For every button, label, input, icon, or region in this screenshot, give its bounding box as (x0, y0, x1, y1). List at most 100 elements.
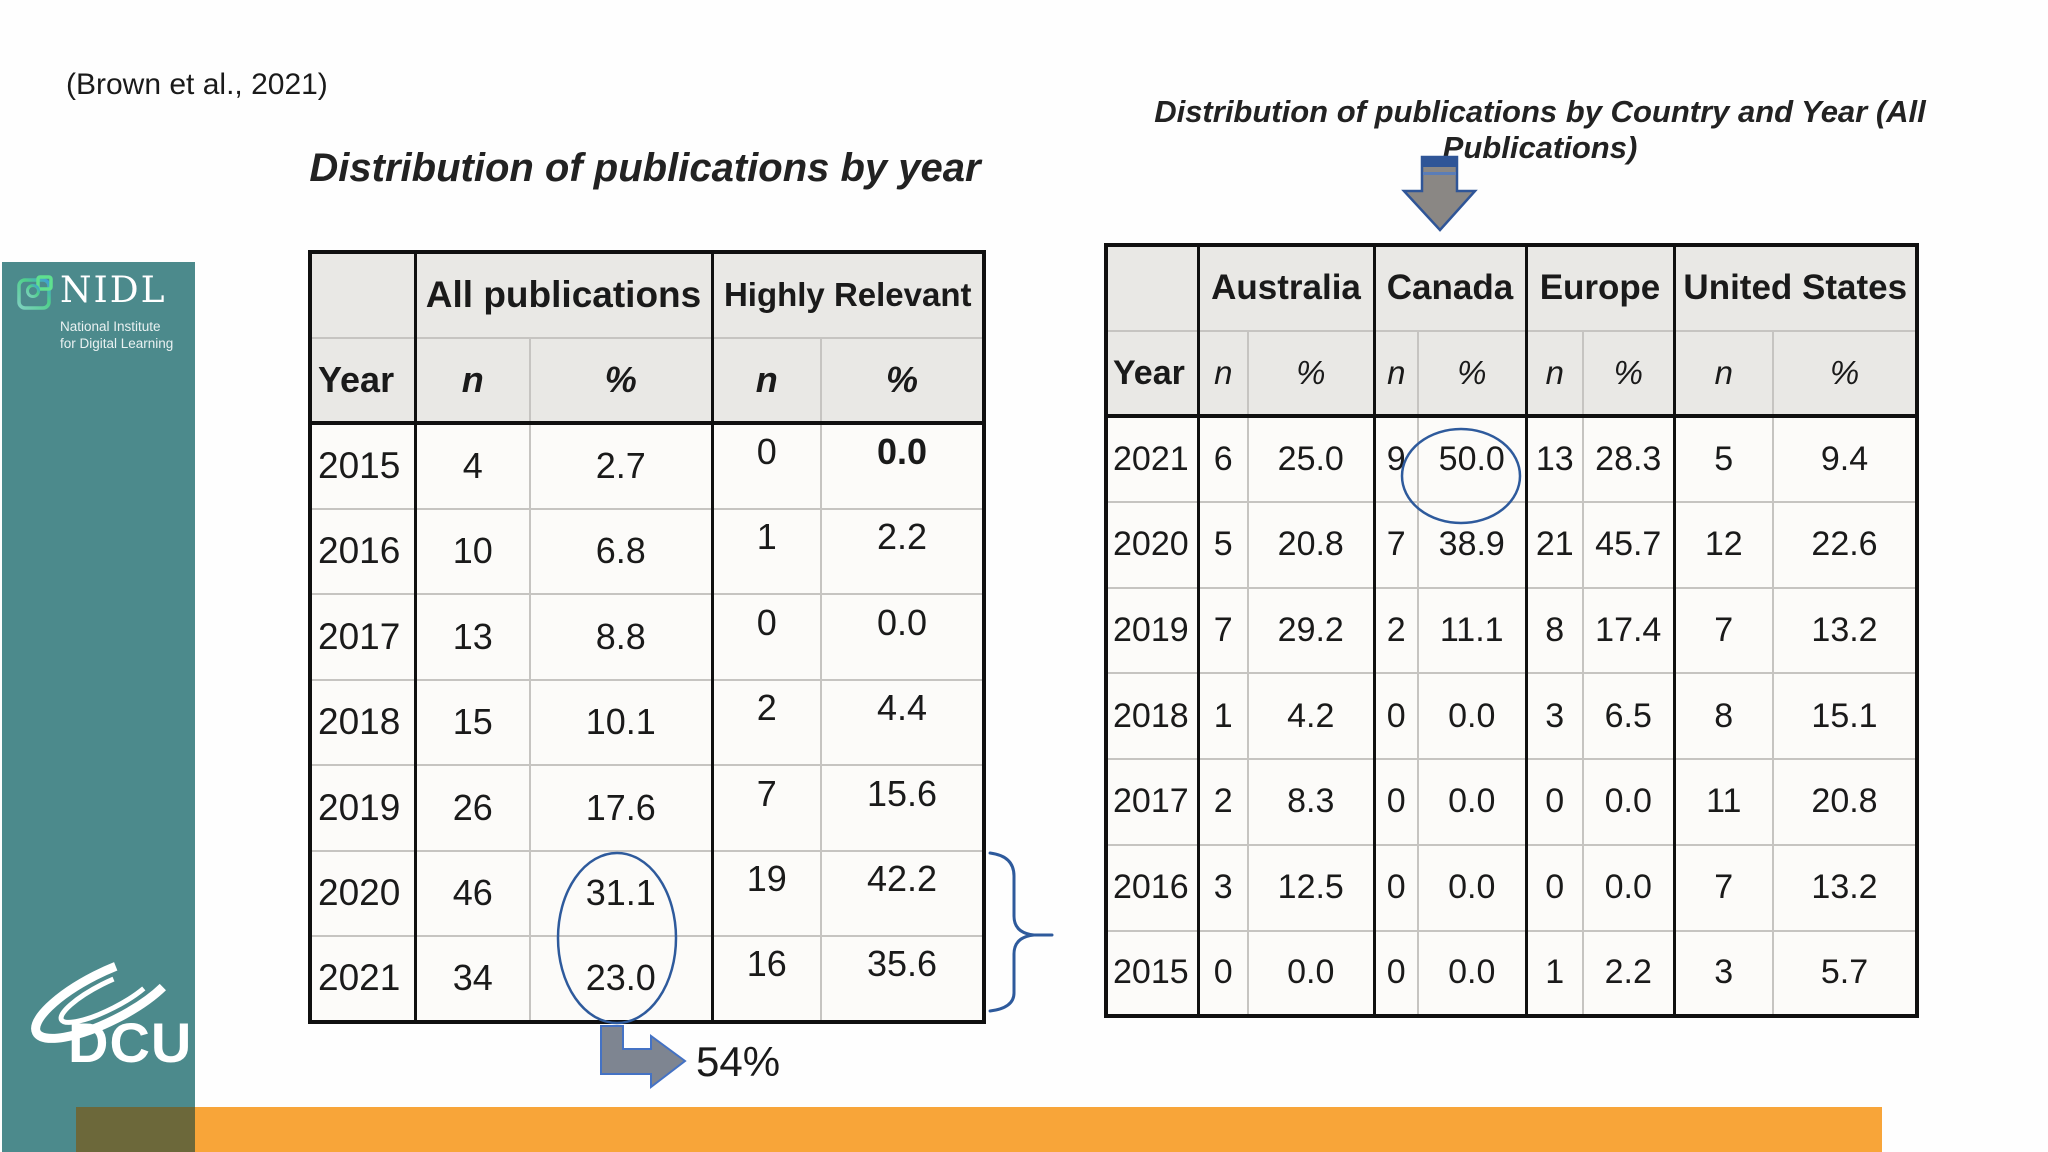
value-cell: 8.8 (530, 594, 714, 680)
group-header: Highly Relevant (712, 252, 984, 338)
value-cell: 5.7 (1773, 930, 1917, 1017)
down-arrow-icon (1401, 155, 1478, 232)
value-cell: 15 (415, 679, 531, 765)
table-row: 2016 3 12.5 0 0.0 0 0.0 7 13.2 (1106, 844, 1917, 931)
left-table-title: Distribution of publications by year (309, 146, 981, 190)
value-cell: 0.0 (1418, 930, 1528, 1017)
value-cell: 35.6 (821, 936, 984, 1022)
year-cell: 2016 (310, 508, 417, 594)
citation: (Brown et al., 2021) (66, 68, 328, 101)
value-cell: 3 (1198, 844, 1249, 931)
year-cell: 2020 (310, 850, 417, 936)
value-cell: 0.0 (821, 423, 984, 509)
column-header: n (1674, 330, 1774, 417)
value-cell: 21 (1526, 502, 1584, 588)
bottom-accent-bar (195, 1107, 1882, 1152)
right-table: Australia Canada Europe United States Year n%… (1104, 243, 1919, 1019)
value-cell: 7 (1674, 587, 1774, 674)
value-cell: 0 (1526, 844, 1584, 931)
value-cell: 42.2 (821, 850, 984, 936)
value-cell: 50.0 (1418, 416, 1528, 503)
group-header: Australia (1198, 245, 1376, 331)
year-cell: 2015 (310, 423, 417, 509)
value-cell: 4 (415, 423, 531, 509)
table-row: 2017 2 8.3 0 0.0 0 0.0 11 20.8 (1106, 759, 1917, 845)
table-row: 2019 7 29.2 2 11.1 8 17.4 7 13.2 (1106, 587, 1917, 674)
value-cell: 31.1 (530, 850, 714, 936)
year-cell: 2018 (1106, 673, 1200, 760)
value-cell: 0.0 (821, 594, 984, 680)
value-cell: 2 (1374, 587, 1419, 674)
column-header: % (1248, 330, 1376, 417)
column-header: n (1526, 330, 1584, 417)
value-cell: 20.8 (1248, 502, 1376, 588)
table-row: 2015 4 2.7 0 0.0 (310, 423, 984, 509)
value-cell: 15.1 (1773, 673, 1917, 760)
elbow-arrow-icon (600, 1025, 687, 1090)
value-cell: 0.0 (1418, 844, 1528, 931)
column-header: % (1773, 330, 1917, 417)
year-cell: 2015 (1106, 930, 1200, 1017)
value-cell: 0 (712, 594, 822, 680)
year-cell: 2018 (310, 679, 417, 765)
value-cell: 15.6 (821, 765, 984, 851)
column-header: % (530, 337, 714, 423)
year-cell: 2021 (310, 936, 417, 1022)
value-cell: 17.6 (530, 765, 714, 851)
value-cell: 6 (1198, 416, 1249, 503)
table-row: 2021 6 25.0 9 50.0 13 28.3 5 9.4 (1106, 416, 1917, 503)
value-cell: 0 (1374, 673, 1419, 760)
group-header: Canada (1374, 245, 1528, 331)
year-cell: 2019 (1106, 587, 1200, 674)
value-cell: 28.3 (1583, 416, 1676, 503)
brace-annotation (988, 851, 1054, 1013)
value-cell: 25.0 (1248, 416, 1376, 503)
value-cell: 13.2 (1773, 844, 1917, 931)
value-cell: 2.7 (530, 423, 714, 509)
value-cell: 0 (712, 423, 822, 509)
nidl-logo-subtext: National Institute for Digital Learning (60, 319, 174, 351)
value-cell: 19 (712, 850, 822, 936)
value-cell: 0 (1198, 930, 1249, 1017)
value-cell: 0.0 (1248, 930, 1376, 1017)
value-cell: 34 (415, 936, 531, 1022)
table-row: 2018 15 10.1 2 4.4 (310, 679, 984, 765)
table-row: 2019 26 17.6 7 15.6 (310, 765, 984, 851)
value-cell: 2 (1198, 759, 1249, 845)
sidebar: NIDL National Institute for Digital Lear… (2, 262, 195, 1152)
value-cell: 2.2 (821, 508, 984, 594)
value-cell: 4.4 (821, 679, 984, 765)
group-header: Europe (1526, 245, 1676, 331)
value-cell: 38.9 (1418, 502, 1528, 588)
value-cell: 0 (1526, 759, 1584, 845)
value-cell: 13 (1526, 416, 1584, 503)
value-cell: 1 (712, 508, 822, 594)
value-cell: 0.0 (1418, 673, 1528, 760)
value-cell: 29.2 (1248, 587, 1376, 674)
corner-cell (1106, 245, 1200, 331)
value-cell: 17.4 (1583, 587, 1676, 674)
table-row: 2020 46 31.1 19 42.2 (310, 850, 984, 936)
nidl-logo-icon (17, 275, 53, 310)
down-arrow-stripe (1423, 172, 1456, 175)
value-cell: 13 (415, 594, 531, 680)
table-row: 2021 34 23.0 16 35.6 (310, 936, 984, 1022)
value-cell: 0.0 (1583, 844, 1676, 931)
value-cell: 5 (1198, 502, 1249, 588)
value-cell: 7 (1374, 502, 1419, 588)
dcu-swoosh-icon (31, 951, 181, 1043)
table-row: 2015 0 0.0 0 0.0 1 2.2 3 5.7 (1106, 930, 1917, 1017)
column-header: % (1418, 330, 1528, 417)
value-cell: 3 (1674, 930, 1774, 1017)
value-cell: 1 (1198, 673, 1249, 760)
group-header: United States (1674, 245, 1917, 331)
nidl-logo-text: NIDL (60, 270, 167, 311)
value-cell: 2 (712, 679, 822, 765)
value-cell: 22.6 (1773, 502, 1917, 588)
year-column-header: Year (1106, 330, 1200, 417)
year-cell: 2021 (1106, 416, 1200, 503)
table-row: 2018 1 4.2 0 0.0 3 6.5 8 15.1 (1106, 673, 1917, 760)
value-cell: 11.1 (1418, 587, 1528, 674)
value-cell: 7 (1198, 587, 1249, 674)
